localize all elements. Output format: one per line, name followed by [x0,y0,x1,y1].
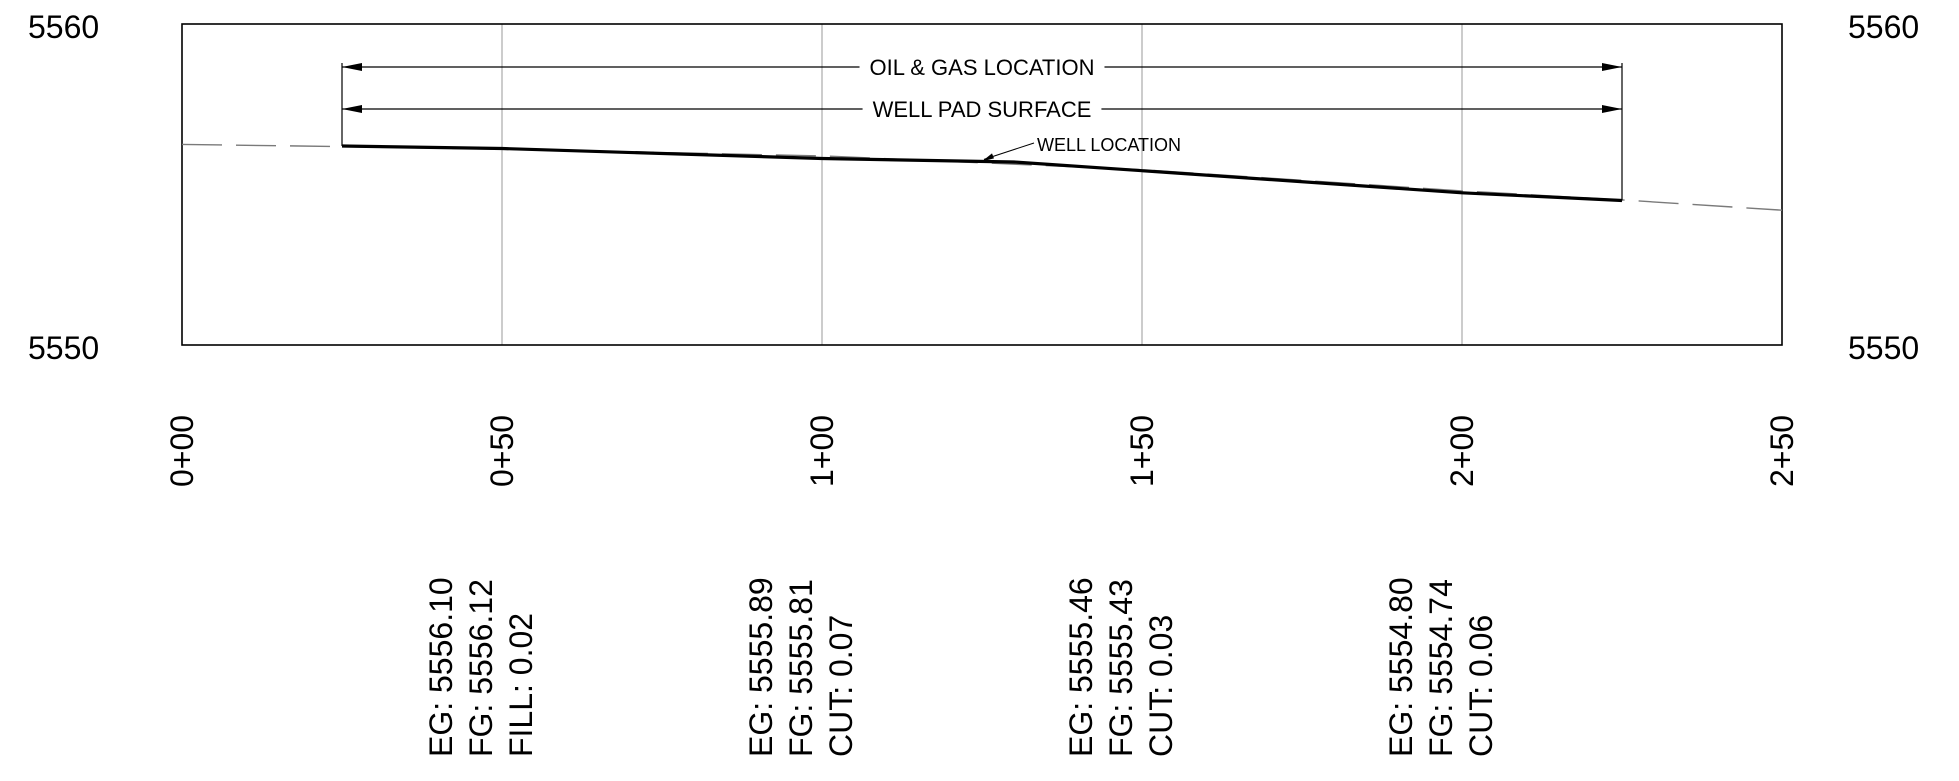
station-data-block: EG: 5554.80 FG: 5554.74 CUT: 0.06 [1383,577,1499,757]
existing-ground-line [181,143,1783,211]
station-data-block: EG: 5556.10 FG: 5556.12 FILL: 0.02 [423,577,539,757]
fg-value: FG: 5555.43 [1103,579,1139,757]
cut-fill-value: FILL: 0.02 [503,613,539,757]
station-label: 0+50 [484,415,520,487]
station-label: 0+00 [164,415,200,487]
well-pad-surface-label: WELL PAD SURFACE [873,97,1092,122]
fg-value: FG: 5556.12 [463,579,499,757]
eg-value: EG: 5555.46 [1063,577,1099,757]
elevation-label-left-top: 5560 [28,9,99,45]
oil-gas-dimension-arrow-right [1602,63,1622,71]
cut-fill-value: CUT: 0.03 [1143,615,1179,757]
series-layer [181,143,1783,211]
well-location-arrow [982,153,994,162]
station-label: 2+00 [1444,415,1480,487]
station-label: 2+50 [1764,415,1800,487]
elevation-label-left-bottom: 5550 [28,330,99,366]
fg-value: FG: 5554.74 [1423,579,1459,757]
finished-grade-line [341,144,1623,203]
grid-layer [501,24,1463,345]
dimension-layer [341,63,1623,201]
cut-fill-value: CUT: 0.07 [823,615,859,757]
oil-gas-location-label: OIL & GAS LOCATION [870,55,1095,80]
plot-frame [181,23,1783,346]
eg-value: EG: 5554.80 [1383,577,1419,757]
eg-value: EG: 5555.89 [743,577,779,757]
well-pad-dimension-arrow-right [1602,105,1622,113]
oil-gas-dimension-arrow-left [342,63,362,71]
station-label: 1+50 [1124,415,1160,487]
well-pad-dimension-arrow-left [342,105,362,113]
elevation-label-right-top: 5560 [1848,9,1919,45]
station-labels: 0+00 0+50 1+00 1+50 2+00 2+50 [164,415,1800,487]
station-data-block: EG: 5555.89 FG: 5555.81 CUT: 0.07 [743,577,859,757]
fg-value: FG: 5555.81 [783,579,819,757]
station-label: 1+00 [804,415,840,487]
station-data: EG: 5556.10 FG: 5556.12 FILL: 0.02 EG: 5… [423,577,1499,757]
station-data-block: EG: 5555.46 FG: 5555.43 CUT: 0.03 [1063,577,1179,757]
cut-fill-value: CUT: 0.06 [1463,615,1499,757]
eg-value: EG: 5556.10 [423,577,459,757]
elevation-label-right-bottom: 5550 [1848,330,1919,366]
well-location-label: WELL LOCATION [1037,135,1181,155]
